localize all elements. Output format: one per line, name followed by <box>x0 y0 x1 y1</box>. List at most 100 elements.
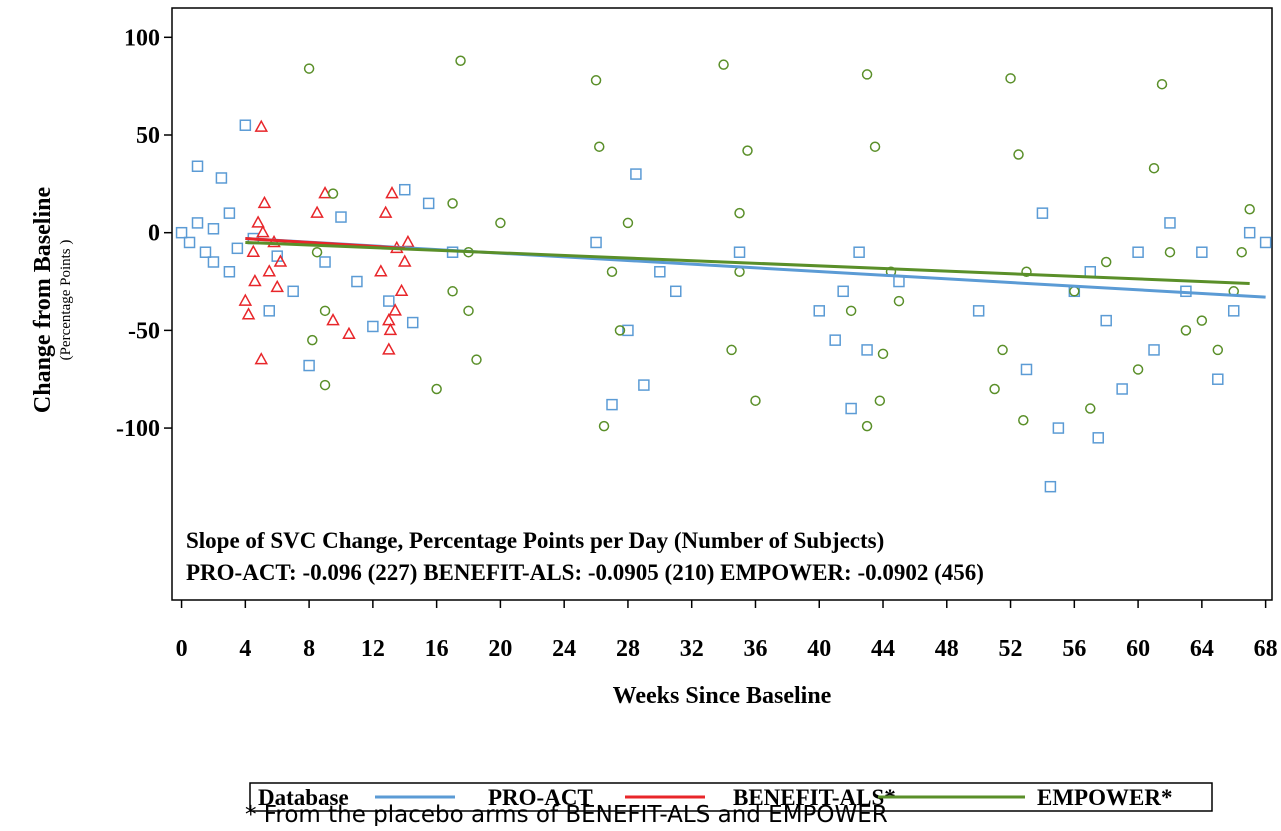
data-point <box>1013 149 1024 160</box>
data-point <box>1116 383 1128 395</box>
legend-label: BENEFIT-ALS* <box>733 785 896 810</box>
data-point <box>406 316 419 329</box>
data-point <box>1132 364 1144 375</box>
data-point <box>1044 480 1057 493</box>
plot-frame <box>171 7 1273 601</box>
data-point <box>207 256 220 268</box>
y-axis-sublabel: (Percentage Points ) <box>58 240 74 361</box>
data-point <box>251 215 265 228</box>
data-point <box>1244 203 1255 215</box>
data-point <box>385 186 399 199</box>
data-point <box>351 275 363 288</box>
legend-label: EMPOWER* <box>1037 785 1172 810</box>
data-point <box>310 205 324 218</box>
data-point <box>327 188 339 199</box>
data-point <box>972 305 985 317</box>
data-point <box>223 266 236 278</box>
data-point <box>869 141 881 152</box>
x-tick-label: 32 <box>680 636 704 662</box>
data-point <box>598 420 610 432</box>
data-point <box>670 285 682 298</box>
data-point <box>1180 325 1192 336</box>
data-point <box>1156 78 1168 90</box>
x-tick-label: 24 <box>552 636 576 662</box>
data-point <box>254 352 269 365</box>
data-point <box>287 285 299 298</box>
data-point <box>654 266 666 278</box>
data-point <box>1092 432 1104 444</box>
y-axis-label: Change from Baseline <box>30 187 56 414</box>
data-point <box>997 344 1008 356</box>
data-point <box>893 295 905 307</box>
x-tick-label: 40 <box>807 636 831 662</box>
data-point <box>367 320 379 333</box>
x-tick-label: 28 <box>616 636 640 662</box>
data-point <box>463 305 474 317</box>
data-point <box>590 236 602 249</box>
data-point <box>326 313 340 326</box>
data-point <box>877 348 889 360</box>
data-point <box>397 254 412 267</box>
data-point <box>342 326 356 340</box>
data-point <box>215 172 228 184</box>
y-tick-label: 0 <box>148 221 160 247</box>
data-point <box>248 273 262 287</box>
data-point <box>241 307 256 320</box>
data-point <box>593 141 605 152</box>
data-point <box>622 217 634 229</box>
x-tick-label: 48 <box>935 636 959 662</box>
data-point <box>606 266 618 278</box>
data-point <box>303 359 315 372</box>
data-point <box>382 342 396 355</box>
data-point <box>199 246 212 258</box>
x-tick-label: 52 <box>999 636 1023 662</box>
data-point <box>335 211 347 223</box>
data-point <box>733 246 746 258</box>
data-point <box>1259 236 1272 249</box>
data-point <box>239 119 252 131</box>
data-point <box>223 207 236 219</box>
data-point <box>303 63 315 74</box>
data-point <box>1236 246 1247 258</box>
data-point <box>861 420 873 432</box>
x-tick-label: 4 <box>239 636 251 662</box>
data-point <box>401 234 415 248</box>
data-point <box>495 217 506 229</box>
data-point <box>318 186 332 199</box>
x-tick-label: 36 <box>743 636 767 662</box>
x-tick-label: 56 <box>1062 636 1086 662</box>
data-point <box>1212 344 1224 356</box>
data-point <box>829 334 841 346</box>
data-point <box>447 198 458 209</box>
data-point <box>263 305 275 317</box>
x-tick-label: 60 <box>1126 636 1150 662</box>
data-point <box>1148 344 1160 356</box>
data-point <box>1196 315 1208 326</box>
x-tick-label: 8 <box>303 636 315 662</box>
data-point <box>1164 246 1176 258</box>
data-point <box>989 383 1000 395</box>
y-tick-label: -100 <box>116 416 160 442</box>
fit-line <box>245 240 1250 285</box>
data-point <box>207 223 220 235</box>
data-point <box>383 295 395 307</box>
data-point <box>590 75 602 86</box>
data-point <box>1164 217 1176 229</box>
data-point <box>1052 422 1065 434</box>
data-point <box>238 293 253 306</box>
data-point <box>422 197 435 210</box>
data-point <box>1021 266 1032 278</box>
data-point <box>431 383 442 395</box>
data-point <box>1243 226 1256 239</box>
data-point <box>606 398 618 411</box>
data-point <box>845 305 857 317</box>
data-point <box>638 379 650 391</box>
data-point <box>256 225 270 238</box>
data-point <box>273 254 288 267</box>
legend-box <box>249 782 1213 812</box>
data-point <box>471 354 482 365</box>
data-point <box>447 286 458 297</box>
legend-label: PRO-ACT <box>488 785 593 810</box>
data-point <box>231 242 244 255</box>
data-point <box>837 285 849 298</box>
